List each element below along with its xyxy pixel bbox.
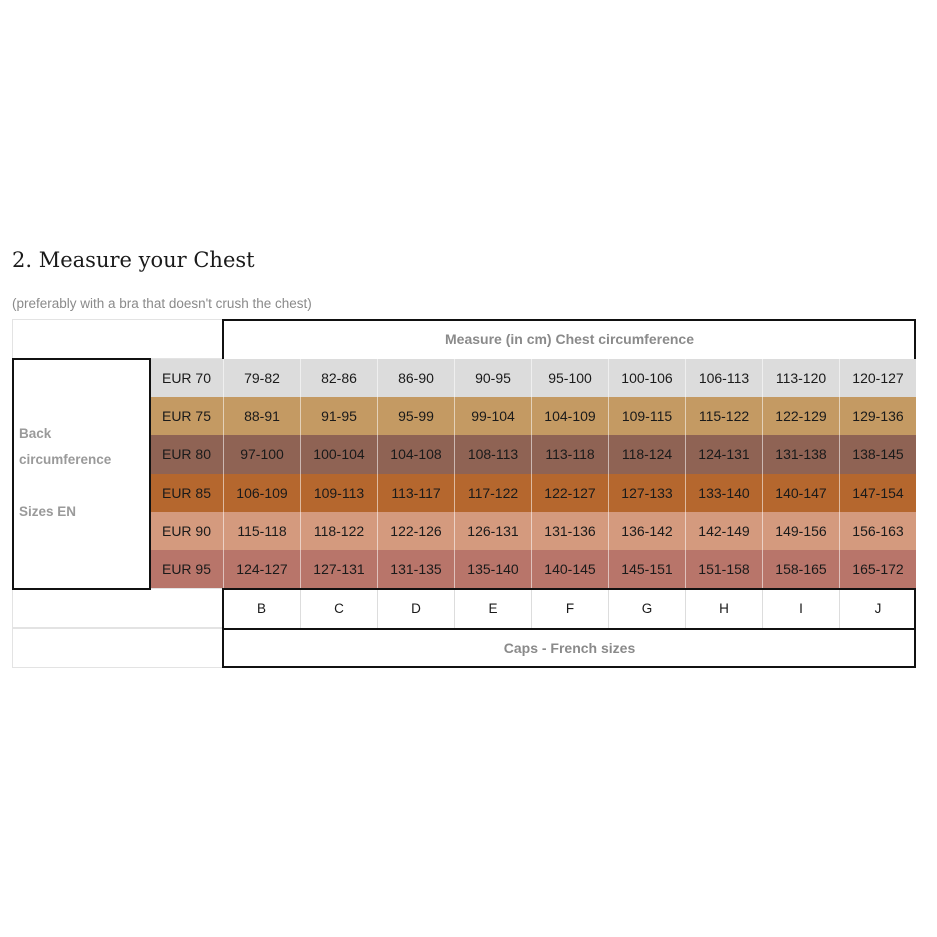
chest-range-cell: 140-147 <box>762 473 839 512</box>
back-label-line1: Back <box>19 426 52 441</box>
chest-range-cell: 122-126 <box>377 511 454 550</box>
chest-range-cell: 127-131 <box>300 550 377 589</box>
chest-range-cell: 149-156 <box>762 511 839 550</box>
caps-footer: Caps - French sizes <box>503 640 636 656</box>
chest-range-cell: 115-122 <box>685 397 762 436</box>
measure-header: Measure (in cm) Chest circumference <box>445 331 694 347</box>
chest-range-cell: 109-113 <box>300 473 377 512</box>
chest-range-cell: 117-122 <box>454 473 531 512</box>
band-size-label: EUR 85 <box>150 473 223 512</box>
chest-range-cell: 100-106 <box>608 359 685 398</box>
chest-range-cell: 127-133 <box>608 473 685 512</box>
back-label-line3: Sizes EN <box>19 504 77 519</box>
chest-range-cell: 109-115 <box>608 397 685 436</box>
chest-range-cell: 122-129 <box>762 397 839 436</box>
cup-row-empty-cell <box>12 588 223 628</box>
chest-range-cell: 118-124 <box>608 435 685 474</box>
size-chart-table: Measure (in cm) Chest circumference Back… <box>12 319 916 668</box>
chest-range-cell: 151-158 <box>685 550 762 589</box>
chest-range-cell: 124-127 <box>223 550 300 589</box>
chest-range-cell: 104-108 <box>377 435 454 474</box>
chest-range-cell: 95-99 <box>377 397 454 436</box>
cup-size-cell: F <box>531 588 608 628</box>
cup-size-cell: J <box>839 588 916 628</box>
chest-range-cell: 91-95 <box>300 397 377 436</box>
cup-size-cell: H <box>685 588 762 628</box>
footer-row-empty-cell <box>12 628 223 668</box>
band-size-label: EUR 95 <box>150 550 223 589</box>
chest-range-cell: 88-91 <box>223 397 300 436</box>
chest-range-cell: 126-131 <box>454 511 531 550</box>
top-left-empty-cell <box>12 319 223 359</box>
chest-range-cell: 113-117 <box>377 473 454 512</box>
chest-range-cell: 156-163 <box>839 511 916 550</box>
chest-range-cell: 113-118 <box>531 435 608 474</box>
chest-range-cell: 100-104 <box>300 435 377 474</box>
chest-range-cell: 158-165 <box>762 550 839 589</box>
back-circumference-label: Back circumference Sizes EN <box>12 358 150 588</box>
chest-range-cell: 147-154 <box>839 473 916 512</box>
chest-range-cell: 131-138 <box>762 435 839 474</box>
chest-range-cell: 86-90 <box>377 359 454 398</box>
cup-size-cell: G <box>608 588 685 628</box>
chest-range-cell: 129-136 <box>839 397 916 436</box>
chest-range-cell: 90-95 <box>454 359 531 398</box>
chest-range-cell: 131-136 <box>531 511 608 550</box>
chest-range-cell: 142-149 <box>685 511 762 550</box>
band-size-label: EUR 75 <box>150 397 223 436</box>
chest-range-cell: 106-109 <box>223 473 300 512</box>
chest-range-cell: 135-140 <box>454 550 531 589</box>
chest-range-cell: 131-135 <box>377 550 454 589</box>
cup-size-cell: D <box>377 588 454 628</box>
chest-range-cell: 140-145 <box>531 550 608 589</box>
chest-range-cell: 104-109 <box>531 397 608 436</box>
page-subtitle: (preferably with a bra that doesn't crus… <box>12 296 312 311</box>
chest-range-cell: 165-172 <box>839 550 916 589</box>
chest-range-cell: 95-100 <box>531 359 608 398</box>
band-size-label: EUR 90 <box>150 511 223 550</box>
page-title: 2. Measure your Chest <box>12 248 255 272</box>
band-size-label: EUR 70 <box>150 359 223 398</box>
back-label-line2: circumference <box>19 452 112 467</box>
chest-range-cell: 133-140 <box>685 473 762 512</box>
chest-range-cell: 145-151 <box>608 550 685 589</box>
chest-range-cell: 108-113 <box>454 435 531 474</box>
chest-range-cell: 113-120 <box>762 359 839 398</box>
cup-size-cell: B <box>256 600 266 616</box>
cup-size-cell: C <box>300 588 377 628</box>
chest-range-cell: 124-131 <box>685 435 762 474</box>
chest-range-cell: 79-82 <box>223 359 300 398</box>
chest-range-cell: 118-122 <box>300 511 377 550</box>
band-size-label: EUR 80 <box>150 435 223 474</box>
chest-range-cell: 97-100 <box>223 435 300 474</box>
chest-range-cell: 106-113 <box>685 359 762 398</box>
chest-range-cell: 115-118 <box>223 511 300 550</box>
chest-range-cell: 138-145 <box>839 435 916 474</box>
chest-range-cell: 82-86 <box>300 359 377 398</box>
chest-range-cell: 120-127 <box>839 359 916 398</box>
chest-range-cell: 136-142 <box>608 511 685 550</box>
cup-size-cell: E <box>454 588 531 628</box>
chest-range-cell: 122-127 <box>531 473 608 512</box>
cup-size-cell: I <box>762 588 839 628</box>
chest-range-cell: 99-104 <box>454 397 531 436</box>
